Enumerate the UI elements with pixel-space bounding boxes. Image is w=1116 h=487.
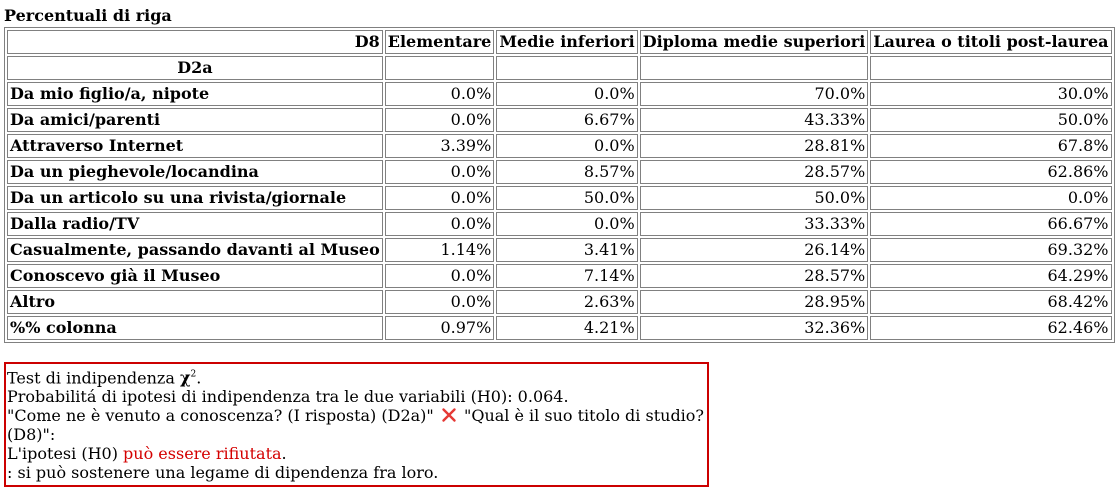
table-cell: 0.0%: [384, 212, 495, 236]
column-header: Laurea o titoli post-laurea: [870, 30, 1112, 54]
table-cell: 7.14%: [496, 264, 638, 288]
test-title: Test di indipendenza χ2.: [7, 368, 202, 388]
table-row: Da mio figlio/a, nipote 0.0% 0.0% 70.0% 30.0…: [7, 82, 1112, 106]
table-cell: 3.39%: [384, 134, 495, 158]
table-cell: 28.57%: [639, 264, 869, 288]
table-cell: 0.0%: [496, 134, 638, 158]
table-cell: 62.46%: [870, 316, 1112, 340]
table-cell: 6.67%: [496, 108, 638, 132]
table-cell: 3.41%: [496, 238, 638, 262]
independence-test-box: Test di indipendenza χ2. Probabilitá di …: [4, 362, 709, 487]
row-label: Attraverso Internet: [7, 134, 383, 158]
table-cell: 0.0%: [496, 82, 638, 106]
row-variable-label: D2a: [7, 56, 383, 80]
table-cell: 69.32%: [870, 238, 1112, 262]
row-label: Conoscevo già il Museo: [7, 264, 383, 288]
table-caption: Percentuali di riga: [4, 6, 172, 25]
row-label: Da un articolo su una rivista/giornale: [7, 186, 383, 210]
chi-square-symbol: χ2: [179, 368, 197, 388]
table-row: Da un pieghevole/locandina 0.0% 8.57% 28.57…: [7, 160, 1112, 184]
table-row: %% colonna 0.97% 4.21% 32.36% 62.46%: [7, 316, 1112, 340]
table-cell: 4.21%: [496, 316, 638, 340]
table-cell: 62.86%: [870, 160, 1112, 184]
table-cell: 0.97%: [384, 316, 495, 340]
table-cell: 0.0%: [384, 290, 495, 314]
table-cell: 33.33%: [639, 212, 869, 236]
row-label: Altro: [7, 290, 383, 314]
table-cell: 66.67%: [870, 212, 1112, 236]
table-cell: 30.0%: [870, 82, 1112, 106]
column-variable-label: D8: [7, 30, 383, 54]
empty-cell: [870, 56, 1112, 80]
table-cell: 2.63%: [496, 290, 638, 314]
table-cell: 0.0%: [384, 108, 495, 132]
table-cell: 70.0%: [639, 82, 869, 106]
table-cell: 68.42%: [870, 290, 1112, 314]
hypothesis-result: può essere rifiutata: [123, 444, 282, 464]
table-row: Conoscevo già il Museo 0.0% 7.14% 28.57% 64.…: [7, 264, 1112, 288]
column-header: Diploma medie superiori: [639, 30, 869, 54]
table-row: Da un articolo su una rivista/giornale 0.…: [7, 186, 1112, 210]
table-row: Attraverso Internet 3.39% 0.0% 28.81% 67.8%: [7, 134, 1112, 158]
probability-line: Probabilitá di ipotesi di indipendenza t…: [7, 387, 569, 407]
table-row: Altro 0.0% 2.63% 28.95% 68.42%: [7, 290, 1112, 314]
table-cell: 43.33%: [639, 108, 869, 132]
row-label: Da mio figlio/a, nipote: [7, 82, 383, 106]
empty-cell: [496, 56, 638, 80]
table-cell: 50.0%: [870, 108, 1112, 132]
table-cell: 0.0%: [384, 160, 495, 184]
row-label: Casualmente, passando davanti al Museo: [7, 238, 383, 262]
table-cell: 50.0%: [496, 186, 638, 210]
row-variable-row: D2a: [7, 56, 1112, 80]
table-cell: 0.0%: [496, 212, 638, 236]
table-cell: 64.29%: [870, 264, 1112, 288]
table-cell: 28.81%: [639, 134, 869, 158]
table-cell: 0.0%: [870, 186, 1112, 210]
table-row: Da amici/parenti 0.0% 6.67% 43.33% 50.0%: [7, 108, 1112, 132]
table-cell: 0.0%: [384, 82, 495, 106]
cross-icon: [442, 408, 456, 423]
table-row: Casualmente, passando davanti al Museo 1.…: [7, 238, 1112, 262]
header-row: D8 Elementare Medie inferiori Diploma me…: [7, 30, 1112, 54]
conclusion-line: : si può sostenere una legame di dipende…: [7, 463, 439, 483]
empty-cell: [639, 56, 869, 80]
table-cell: 32.36%: [639, 316, 869, 340]
row-label: Da un pieghevole/locandina: [7, 160, 383, 184]
column-header: Elementare: [384, 30, 495, 54]
table-cell: 0.0%: [384, 186, 495, 210]
row-label: %% colonna: [7, 316, 383, 340]
table-cell: 1.14%: [384, 238, 495, 262]
table-row: Dalla radio/TV 0.0% 0.0% 33.33% 66.67%: [7, 212, 1112, 236]
variables-line: "Come ne è venuto a conoscenza? (I rispo…: [7, 406, 705, 444]
table-cell: 8.57%: [496, 160, 638, 184]
row-label: Dalla radio/TV: [7, 212, 383, 236]
table-cell: 67.8%: [870, 134, 1112, 158]
table-cell: 0.0%: [384, 264, 495, 288]
row-label: Da amici/parenti: [7, 108, 383, 132]
table-cell: 26.14%: [639, 238, 869, 262]
crosstab-table: D8 Elementare Medie inferiori Diploma me…: [4, 27, 1115, 343]
table-cell: 50.0%: [639, 186, 869, 210]
table-cell: 28.57%: [639, 160, 869, 184]
column-header: Medie inferiori: [496, 30, 638, 54]
variable-1: "Come ne è venuto a conoscenza? (I rispo…: [7, 406, 434, 426]
table-cell: 28.95%: [639, 290, 869, 314]
variable-2: "Qual è il suo titolo di studio? (D8)":: [7, 406, 705, 445]
hypothesis-line: L'ipotesi (H0) può essere rifiutata.: [7, 444, 287, 464]
test-title-text: Test di indipendenza: [7, 368, 180, 388]
empty-cell: [384, 56, 495, 80]
